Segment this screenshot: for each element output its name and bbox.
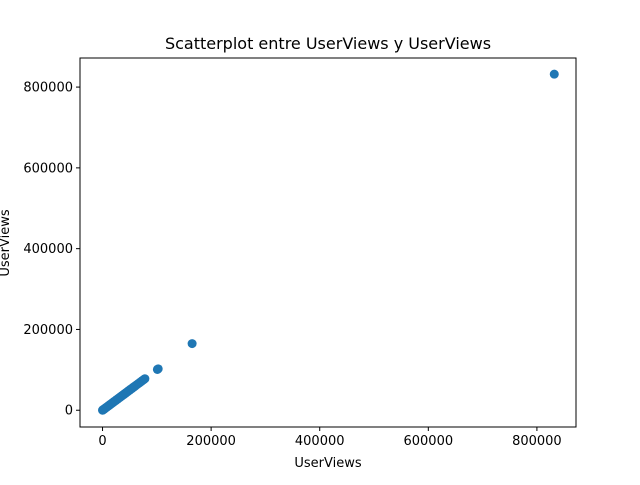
y-tick-label-4: 800000: [23, 81, 73, 96]
scatter-point-77: [549, 69, 559, 79]
y-tick-label-0: 0: [65, 404, 73, 419]
chart-title: Scatterplot entre UserViews y UserViews: [165, 34, 491, 53]
x-tick-label-2: 400000: [295, 434, 345, 449]
points-layer: [98, 69, 559, 415]
y-axis-label: UserViews: [0, 209, 13, 276]
x-tick-label-1: 200000: [186, 434, 236, 449]
axes-frame: [79, 57, 577, 428]
y-tick-label-2: 400000: [23, 242, 73, 257]
x-tick-label-3: 600000: [403, 434, 453, 449]
y-tick-label-3: 600000: [23, 161, 73, 176]
x-axis-label: UserViews: [294, 456, 361, 471]
x-tick-label-4: 800000: [512, 434, 562, 449]
scatter-point-76: [187, 339, 197, 349]
scatter-point-73: [140, 374, 150, 384]
scatter-point-75: [153, 364, 163, 374]
y-axis-ticks: 0 200000 400000 600000 800000: [23, 81, 80, 419]
axes-layer: [79, 57, 577, 428]
y-tick-label-1: 200000: [23, 323, 73, 338]
x-axis-ticks: 0 200000 400000 600000 800000: [98, 427, 562, 449]
x-tick-label-0: 0: [98, 434, 106, 449]
